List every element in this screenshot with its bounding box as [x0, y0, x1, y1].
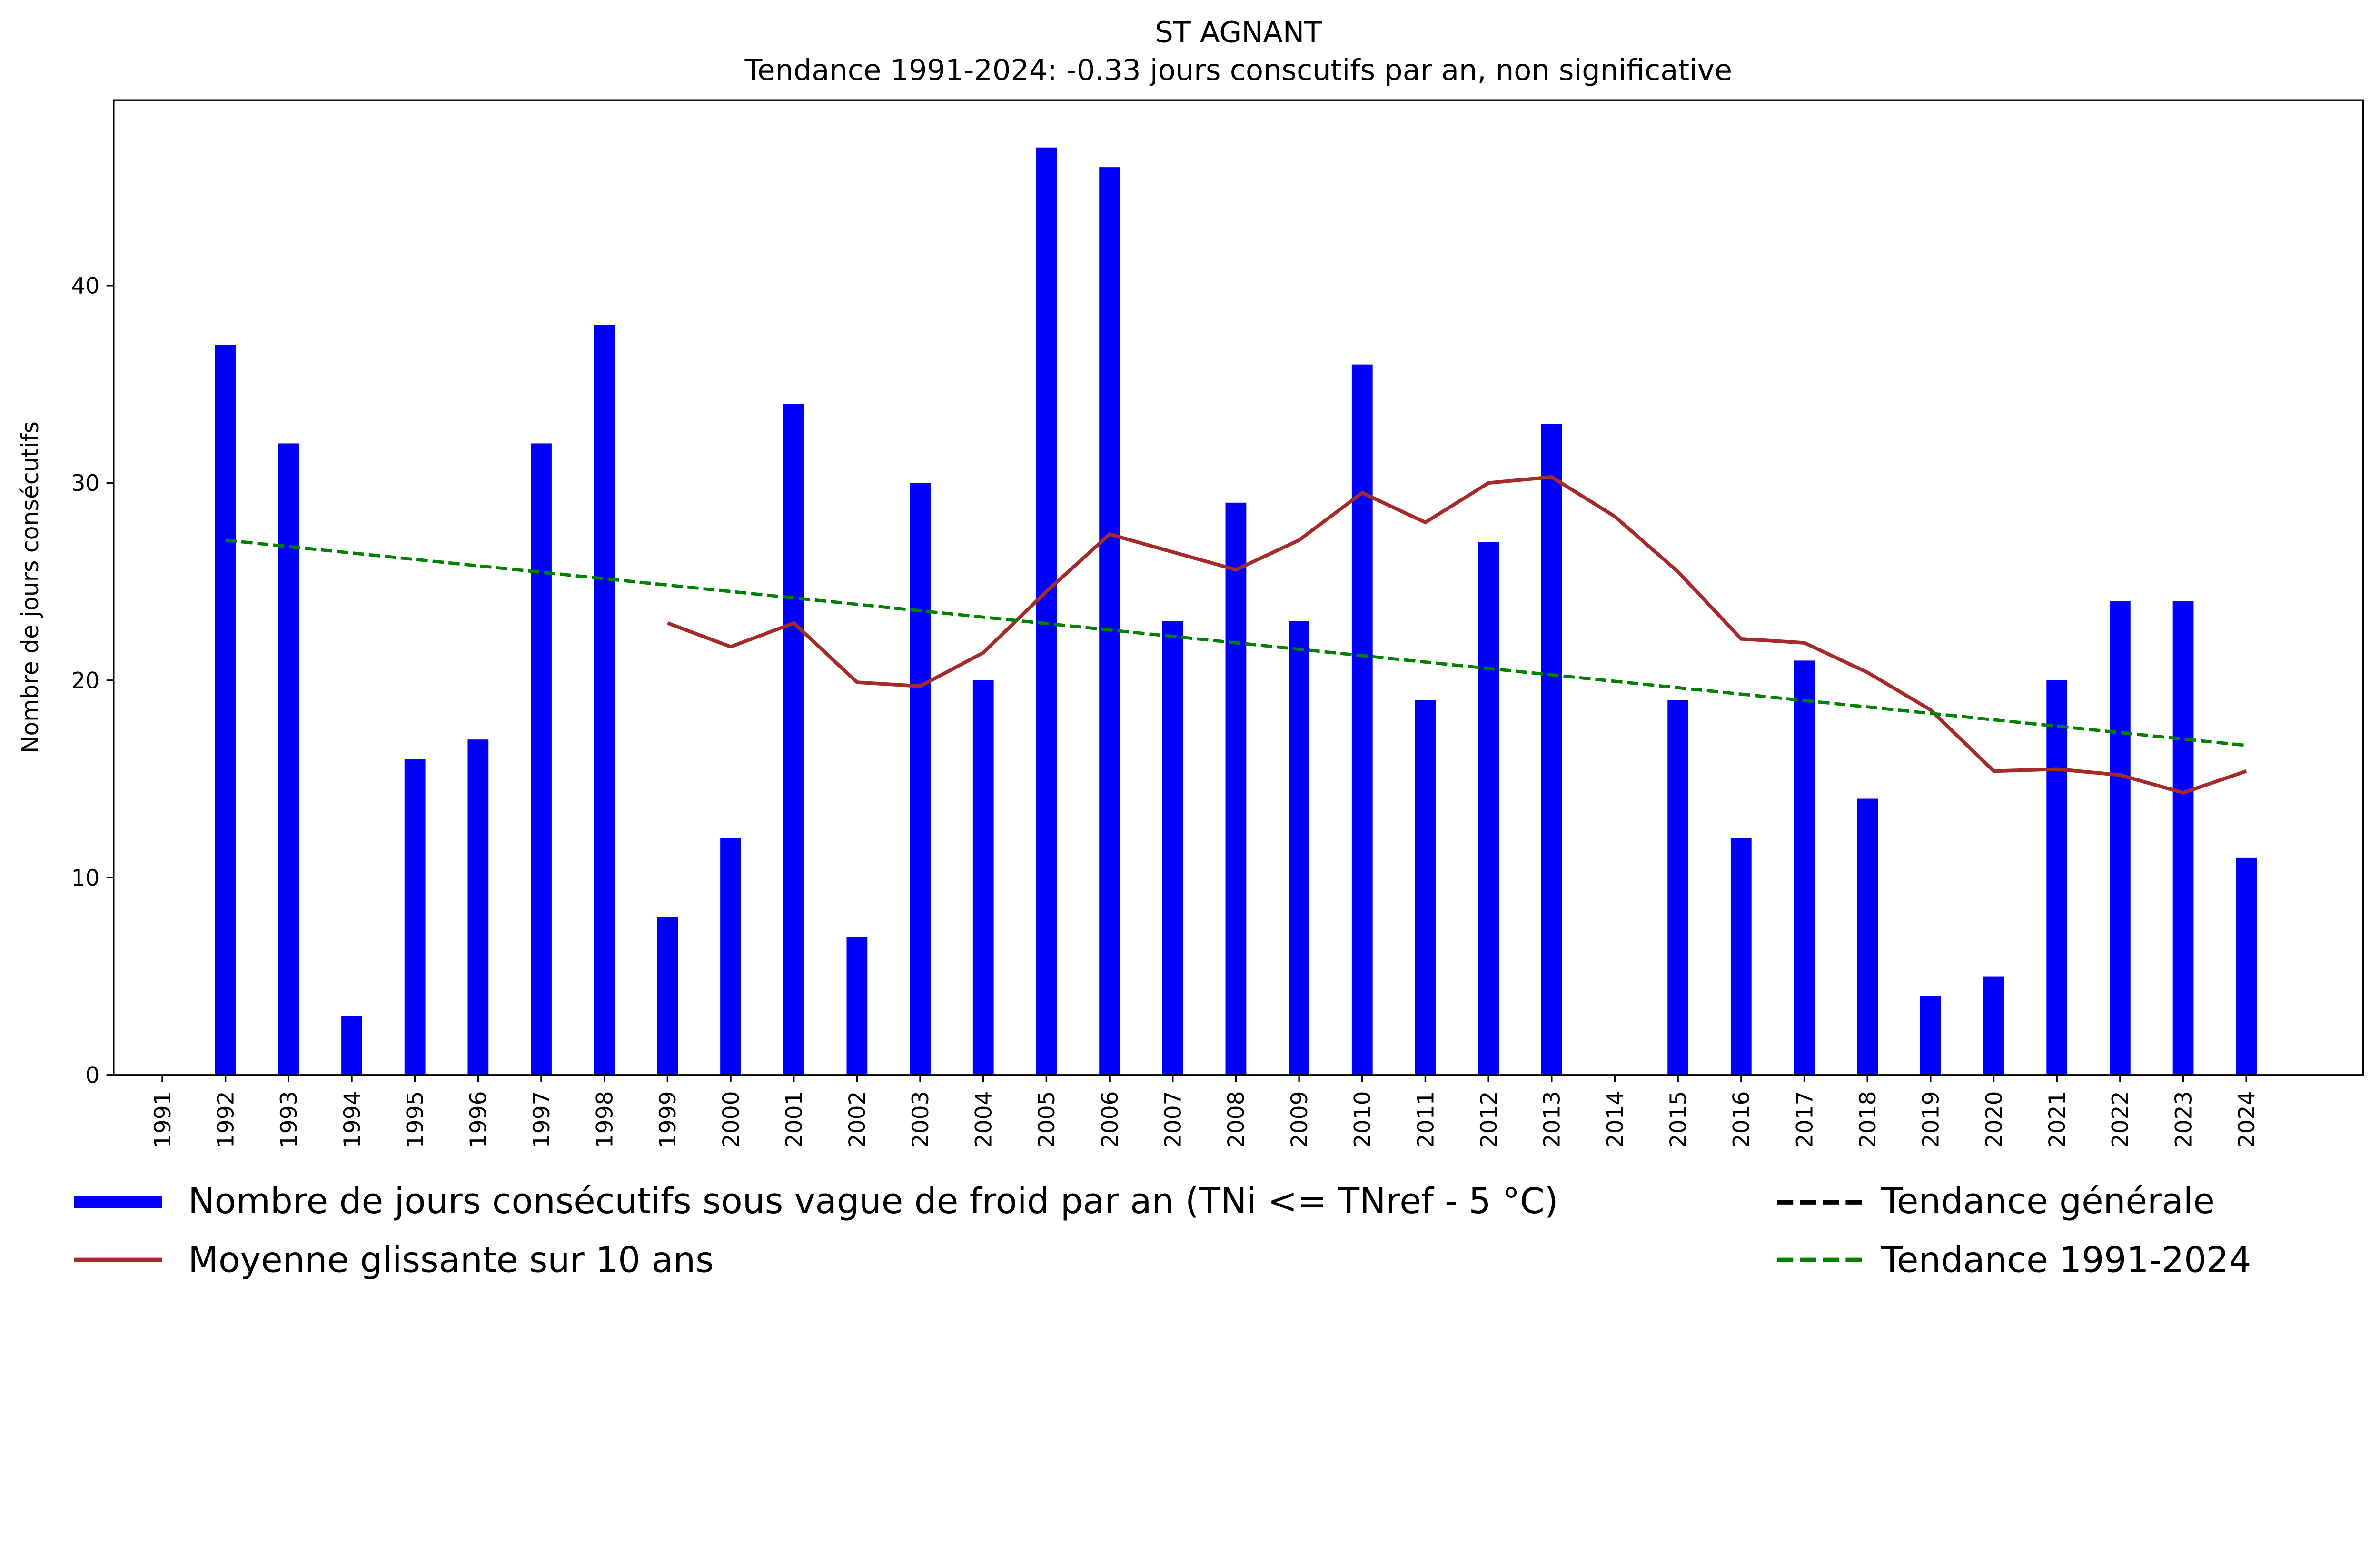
x-tick-label-2023: 2023: [2171, 1091, 2197, 1148]
x-tick-label-2008: 2008: [1223, 1091, 1250, 1148]
x-tick-label-2017: 2017: [1792, 1091, 1818, 1148]
x-tick-label-2016: 2016: [1729, 1091, 1755, 1148]
bar-2000: [720, 838, 741, 1075]
y-tick-label-30: 30: [71, 470, 99, 497]
y-tick-label-40: 40: [71, 273, 99, 299]
chart: ST AGNANT Tendance 1991-2024: -0.33 jour…: [17, 16, 2364, 1281]
x-tick-label-2011: 2011: [1413, 1091, 1439, 1148]
bar-1993: [278, 443, 299, 1075]
bar-2006: [1099, 167, 1120, 1075]
x-tick-label-2003: 2003: [908, 1091, 934, 1148]
x-tick-label-2009: 2009: [1287, 1091, 1313, 1148]
y-tick-label-20: 20: [71, 668, 99, 694]
chart-subtitle: Tendance 1991-2024: -0.33 jours conscuti…: [744, 54, 1732, 87]
x-tick-label-2000: 2000: [718, 1091, 744, 1148]
bar-2011: [1415, 700, 1436, 1075]
bar-2017: [1794, 660, 1815, 1075]
legend-label-general-trend: Tendance générale: [1881, 1181, 2215, 1222]
bar-1999: [657, 917, 678, 1075]
bar-2020: [1983, 976, 2004, 1075]
bar-1998: [594, 325, 615, 1075]
trend-1991-2024-line: [225, 538, 2247, 747]
x-tick-label-2007: 2007: [1160, 1091, 1187, 1148]
bar-2013: [1541, 423, 1562, 1075]
x-tick-label-2010: 2010: [1350, 1091, 1376, 1148]
x-tick-label-2018: 2018: [1855, 1091, 1881, 1148]
bar-2019: [1920, 996, 1941, 1075]
y-tick-label-10: 10: [71, 865, 99, 891]
x-tick-label-1996: 1996: [466, 1091, 492, 1148]
plot-frame: [113, 99, 2364, 1076]
bar-1996: [467, 739, 489, 1075]
bar-2024: [2236, 857, 2257, 1075]
x-tick-label-2006: 2006: [1097, 1091, 1123, 1148]
legend-label-moving-average: Moyenne glissante sur 10 ans: [188, 1240, 714, 1281]
chart-title: ST AGNANT: [1155, 16, 1322, 49]
x-tick-label-2024: 2024: [2234, 1091, 2260, 1148]
x-tick-label-1999: 1999: [655, 1091, 681, 1148]
x-tick-label-1997: 1997: [529, 1091, 555, 1148]
bar-1994: [341, 1016, 362, 1075]
x-tick-label-2020: 2020: [1981, 1091, 2007, 1148]
bar-2022: [2109, 601, 2131, 1075]
bar-2023: [2172, 601, 2194, 1075]
bar-2004: [972, 680, 994, 1075]
bar-1995: [404, 759, 426, 1075]
bar-2001: [783, 404, 804, 1075]
bar-2007: [1162, 621, 1183, 1075]
bar-2008: [1225, 502, 1247, 1075]
legend: Nombre de jours consécutifs sous vague d…: [74, 1181, 2251, 1281]
x-tick-label-1991: 1991: [150, 1091, 176, 1148]
moving-average-line: [667, 475, 2247, 795]
x-tick-label-1995: 1995: [402, 1091, 428, 1148]
x-tick-label-2012: 2012: [1476, 1091, 1502, 1148]
bar-2012: [1478, 542, 1499, 1075]
bar-2009: [1289, 621, 1309, 1075]
y-tick-label-0: 0: [85, 1063, 99, 1089]
x-tick-label-1993: 1993: [276, 1091, 302, 1148]
x-tick-label-2013: 2013: [1539, 1091, 1566, 1148]
legend-label-trend-1991-2024: Tendance 1991-2024: [1881, 1240, 2251, 1281]
x-tick-label-2002: 2002: [844, 1091, 871, 1148]
bar-2005: [1036, 147, 1057, 1075]
x-tick-label-2004: 2004: [971, 1091, 997, 1148]
bar-2015: [1667, 700, 1689, 1075]
x-tick-label-2005: 2005: [1034, 1091, 1060, 1148]
bar-2016: [1730, 838, 1752, 1075]
bar-1997: [531, 443, 552, 1075]
bar-2002: [846, 937, 868, 1075]
legend-label-bars: Nombre de jours consécutifs sous vague d…: [188, 1181, 1558, 1222]
x-tick-label-2014: 2014: [1602, 1091, 1628, 1148]
bar-2021: [2046, 680, 2068, 1075]
x-tick-label-2022: 2022: [2108, 1091, 2134, 1148]
x-tick-label-2019: 2019: [1918, 1091, 1944, 1148]
x-tick-label-2021: 2021: [2044, 1091, 2071, 1148]
bar-2010: [1351, 364, 1373, 1075]
x-tick-label-1994: 1994: [339, 1091, 366, 1148]
x-tick-label-1998: 1998: [592, 1091, 618, 1148]
x-tick-label-2015: 2015: [1666, 1091, 1692, 1148]
bar-1992: [215, 345, 236, 1075]
y-axis-label: Nombre de jours consécutifs: [17, 421, 44, 753]
x-tick-label-1992: 1992: [213, 1091, 239, 1148]
x-tick-label-2001: 2001: [782, 1091, 808, 1148]
bar-2003: [910, 483, 931, 1075]
bar-2018: [1857, 798, 1878, 1075]
